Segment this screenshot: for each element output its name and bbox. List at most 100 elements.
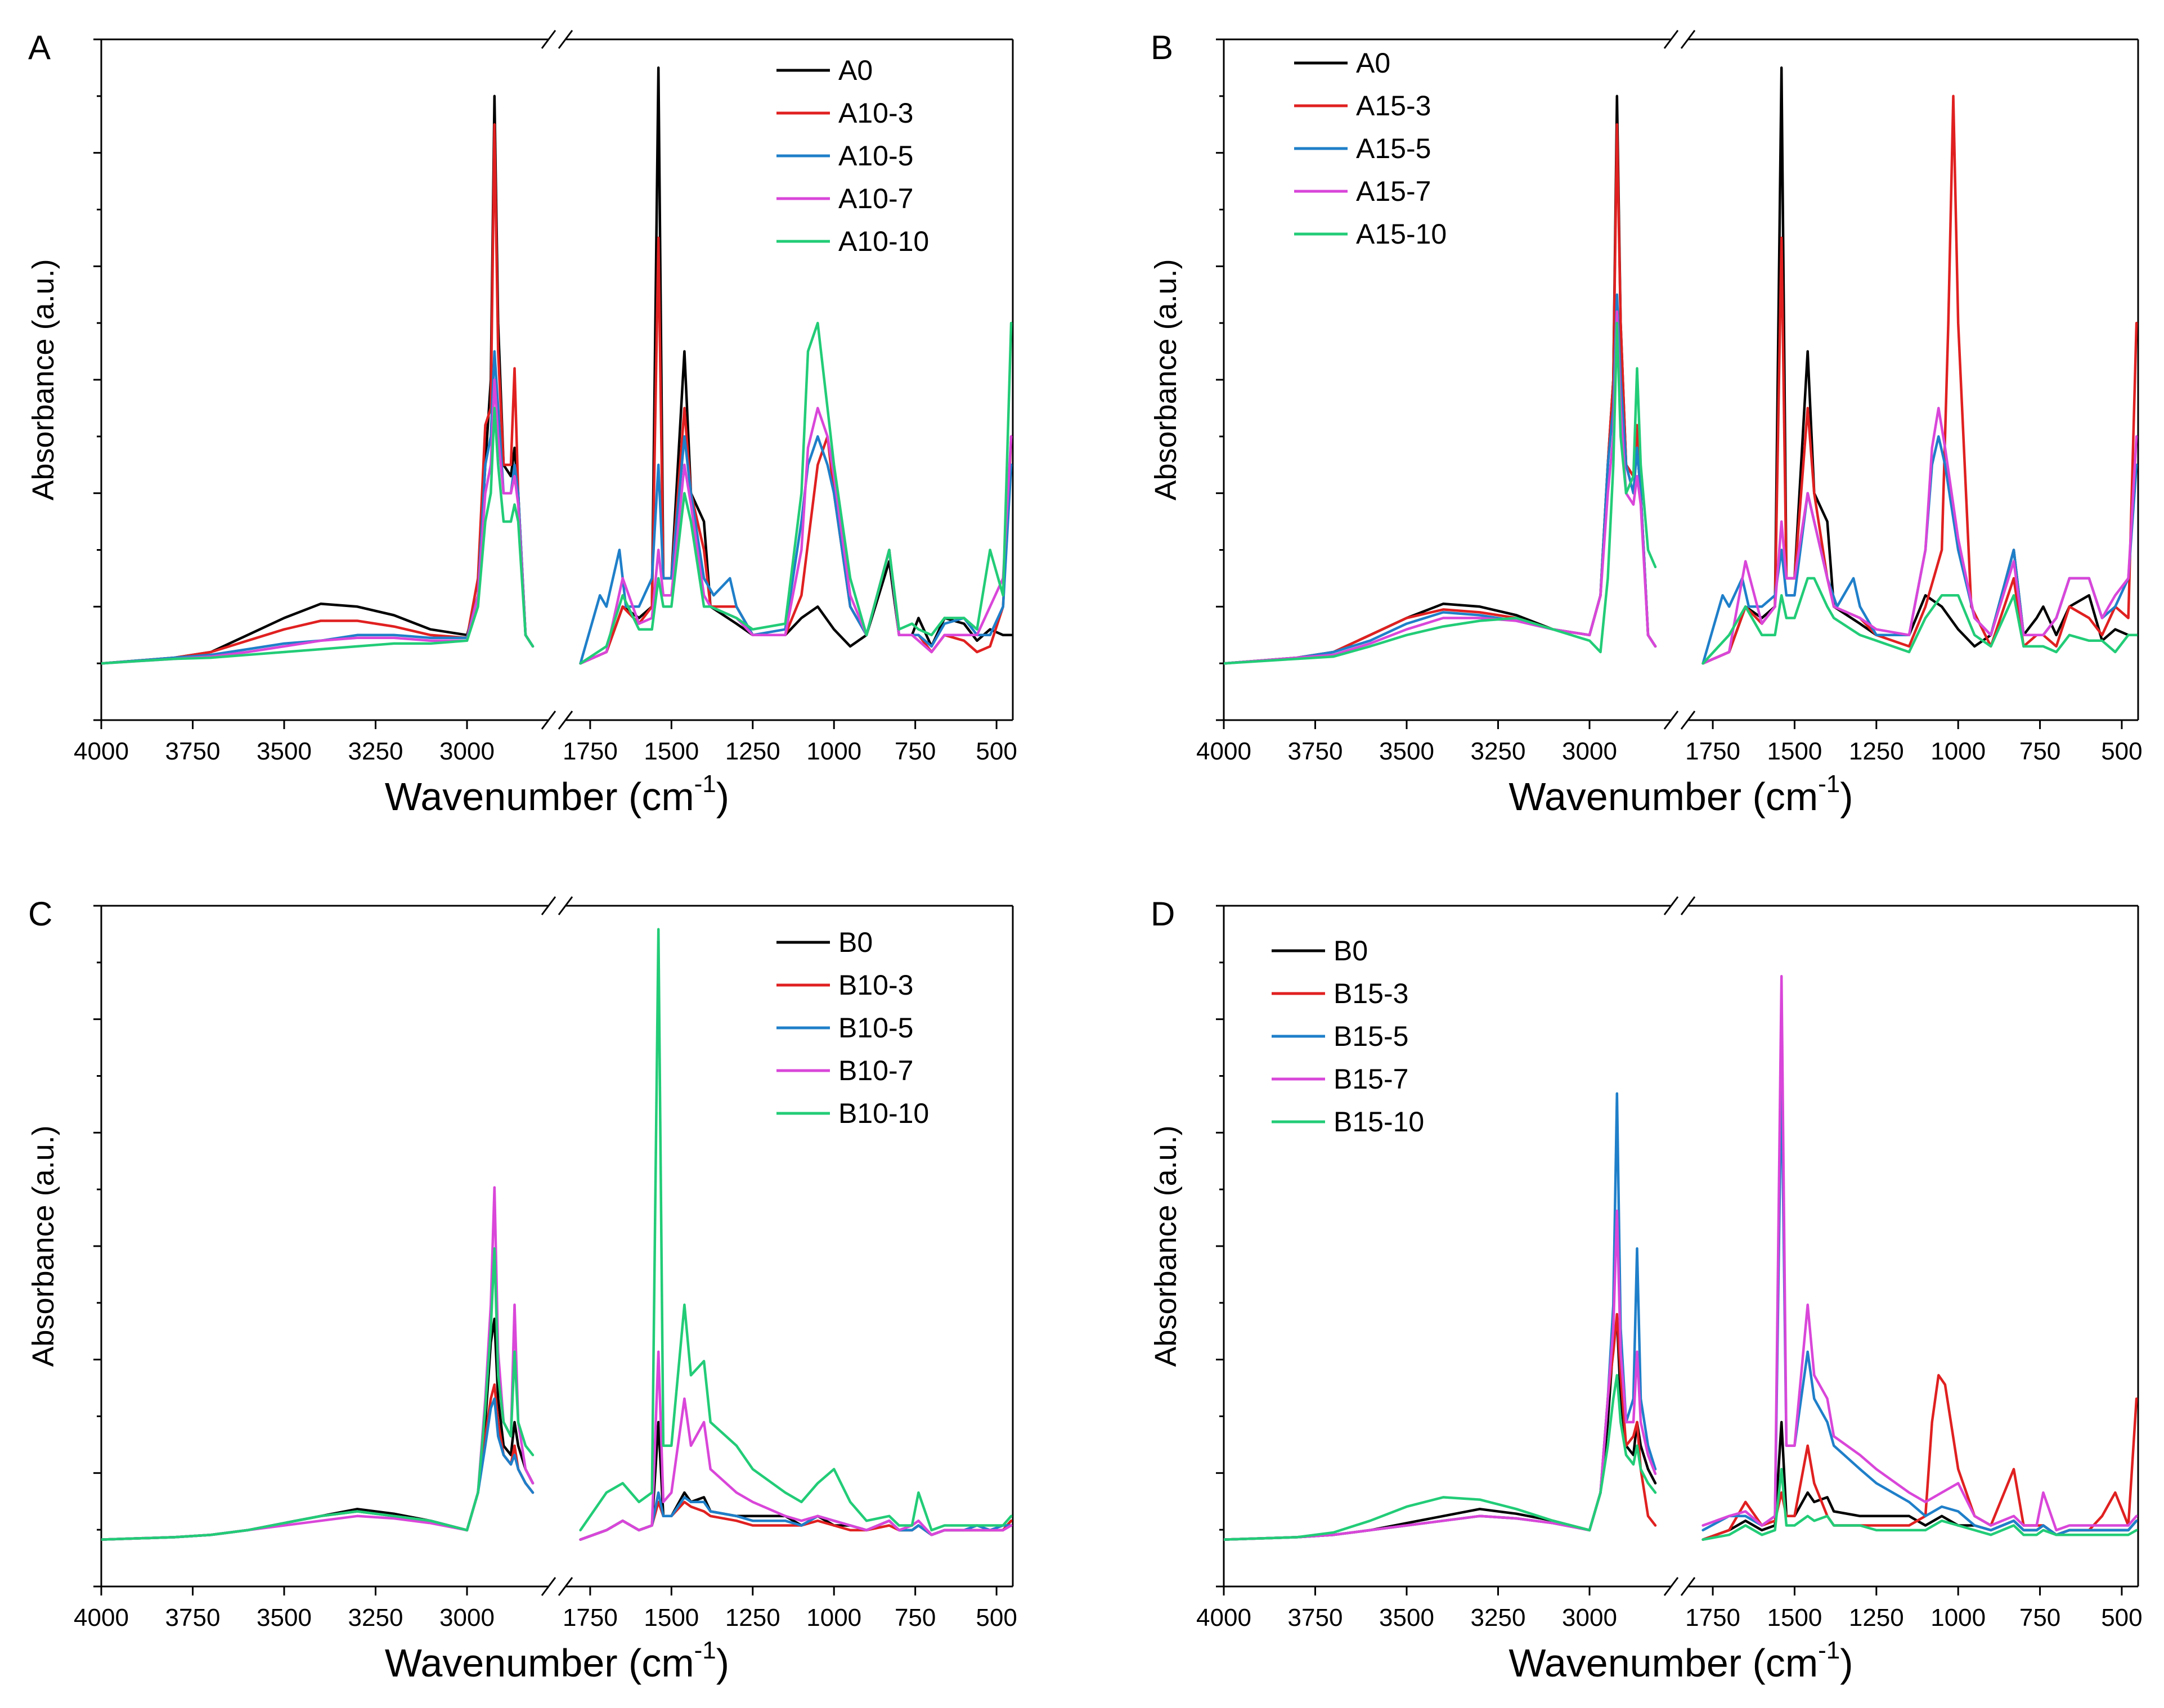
legend-label: B10-5 — [838, 1012, 913, 1044]
x-tick-label: 1750 — [563, 1604, 618, 1631]
panel-b: 4000 3750 3500 3250 3000 1750 1500 1250 1000 750 5… — [1149, 29, 2143, 819]
x-tick-label: 4000 — [74, 738, 129, 765]
series-line-A0 — [101, 95, 535, 665]
series-line-A10-3 — [579, 236, 1013, 665]
axis-break-mark — [558, 711, 573, 730]
legend-label: B15-3 — [1334, 978, 1408, 1009]
y-axis-label: Absorbance (a.u.) — [26, 259, 60, 500]
panel-label: C — [28, 895, 52, 933]
axis-break-mark — [558, 896, 573, 915]
series-line-B15-7 — [1701, 974, 2138, 1532]
panel-label: A — [28, 29, 51, 66]
series-line-B10-7 — [101, 1186, 535, 1541]
series-line-A10-10 — [101, 407, 535, 665]
x-tick-label: 1000 — [806, 738, 861, 765]
axis-break-mark — [541, 30, 556, 49]
x-tick-label: 1000 — [806, 1604, 861, 1631]
axis-break-mark — [558, 30, 573, 49]
axis-break-mark — [558, 1577, 573, 1596]
panel-label: B — [1151, 29, 1173, 66]
legend-label: A10-10 — [838, 226, 929, 257]
x-tick-label: 3250 — [348, 738, 403, 765]
legend-label: B10-10 — [838, 1098, 929, 1129]
series-line-B15-7 — [1224, 1210, 1657, 1541]
x-tick-label: 3500 — [257, 738, 312, 765]
x-tick-label: 1750 — [1685, 738, 1740, 765]
legend-label: A15-5 — [1356, 133, 1431, 164]
legend: B0 B15-3 B15-5 B15-7 B15-10 — [1272, 935, 1424, 1138]
x-tick-label: 3250 — [1471, 1604, 1526, 1631]
axis-break-mark — [541, 711, 556, 730]
x-tick-label: 1250 — [725, 1604, 780, 1631]
axis-break-mark — [1680, 1577, 1696, 1596]
x-tick-label: 750 — [895, 738, 936, 765]
legend-label: A15-3 — [1356, 90, 1431, 122]
y-axis-label: Absorbance (a.u.) — [1149, 1125, 1183, 1367]
legend: A0 A10-3 A10-5 A10-7 A10-10 — [776, 55, 929, 257]
series-line-A10-10 — [579, 321, 1013, 665]
panel-c: 4000 3750 3500 3250 3000 1750 1500 1250 1000 750 5… — [26, 895, 1017, 1685]
legend-label: B15-10 — [1334, 1106, 1424, 1138]
series-line-A15-5 — [1224, 293, 1657, 665]
series-line-A10-5 — [101, 350, 535, 665]
x-tick-label: 1500 — [644, 1604, 699, 1631]
x-tick-label: 500 — [2101, 1604, 2142, 1631]
series-line-B15-5 — [1701, 1068, 2138, 1536]
legend-label: A15-10 — [1356, 218, 1447, 250]
x-tick-label: 750 — [2019, 1604, 2060, 1631]
x-tick-label: 3000 — [1562, 738, 1617, 765]
x-tick-label: 500 — [2101, 738, 2142, 765]
x-tick-label: 1500 — [1767, 1604, 1822, 1631]
series-line-B15-10 — [1701, 1468, 2138, 1541]
series-line-A15-3 — [1701, 95, 2138, 665]
panel-d: 4000 3750 3500 3250 3000 1750 1500 1250 1000 750 5… — [1149, 895, 2143, 1685]
series-line-B15-5 — [1224, 1092, 1657, 1541]
series-line-B15-3 — [1224, 1313, 1657, 1541]
legend-label: A10-7 — [838, 183, 913, 214]
series-line-A15-10 — [1701, 577, 2138, 665]
axis-break-mark — [1663, 896, 1679, 915]
series-line-B0 — [101, 1318, 535, 1541]
x-axis-label: Wavenumber (cm-1) — [1508, 1637, 1853, 1685]
legend-label: B15-7 — [1334, 1063, 1408, 1095]
x-tick-label: 1000 — [1930, 738, 1986, 765]
series-line-B10-10 — [101, 1247, 535, 1541]
x-tick-label: 3000 — [439, 738, 495, 765]
x-tick-label: 1500 — [1767, 738, 1822, 765]
legend-label: B15-5 — [1334, 1021, 1408, 1052]
series-line-B0 — [1224, 1318, 1657, 1541]
x-tick-label: 750 — [895, 1604, 936, 1631]
x-axis-label: Wavenumber (cm-1) — [385, 1637, 729, 1685]
series-line-B0 — [579, 1421, 1013, 1541]
series-line-B10-5 — [101, 1397, 535, 1541]
x-tick-label: 1500 — [644, 738, 699, 765]
x-tick-label: 4000 — [1196, 738, 1251, 765]
x-tick-label: 3750 — [1288, 1604, 1343, 1631]
x-tick-label: 1750 — [563, 738, 618, 765]
series-line-B15-3 — [1701, 1374, 2138, 1541]
series-line-A15-7 — [1224, 310, 1657, 665]
legend-label: A10-3 — [838, 97, 913, 129]
x-axis-label: Wavenumber (cm-1) — [385, 770, 729, 819]
x-tick-label: 4000 — [74, 1604, 129, 1631]
x-tick-label: 500 — [976, 738, 1017, 765]
panel-a: 4000 3750 3500 3250 3000 1750 1500 1250 1000 750 5… — [26, 29, 1017, 819]
axis-break-mark — [541, 896, 556, 915]
axis-break-mark — [541, 1577, 556, 1596]
axis-break-mark — [1663, 1577, 1679, 1596]
legend-label: A0 — [1356, 47, 1390, 79]
y-axis-label: Absorbance (a.u.) — [26, 1125, 60, 1367]
series-line-A15-7 — [1701, 407, 2138, 665]
axis-break-mark — [1663, 711, 1679, 730]
x-tick-label: 1250 — [1849, 1604, 1904, 1631]
x-tick-label: 3000 — [439, 1604, 495, 1631]
series-line-A15-10 — [1224, 321, 1657, 665]
x-tick-label: 3250 — [1471, 738, 1526, 765]
x-tick-label: 750 — [2019, 738, 2060, 765]
x-tick-label: 3750 — [165, 1604, 221, 1631]
axis-break-mark — [1680, 711, 1696, 730]
x-tick-label: 1250 — [725, 738, 780, 765]
y-axis-label: Absorbance (a.u.) — [1149, 259, 1183, 500]
series-line-A10-3 — [101, 123, 535, 665]
